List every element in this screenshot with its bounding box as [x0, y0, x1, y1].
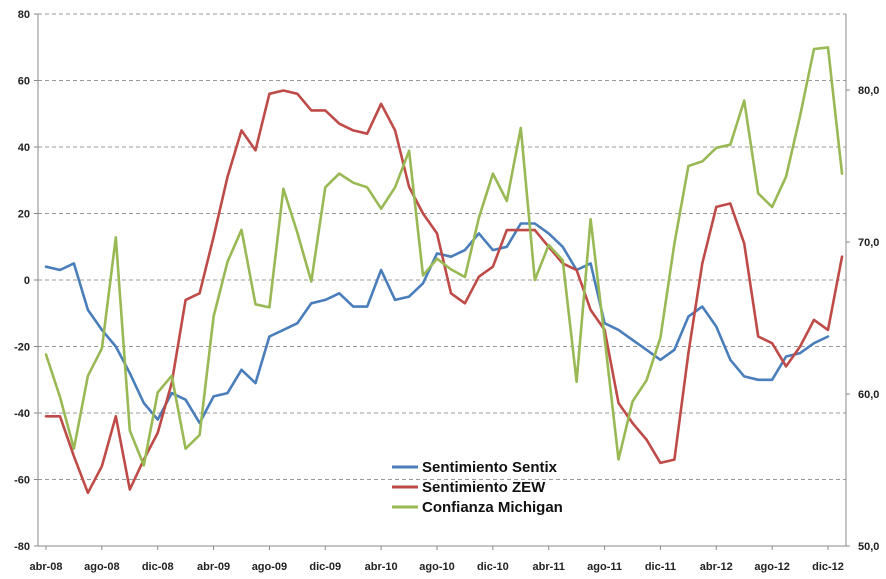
- legend-label: Confianza Michigan: [422, 499, 563, 516]
- legend: Sentimiento Sentix Sentimiento ZEW Confian…: [392, 459, 563, 516]
- x-tick-label: ago-09: [252, 561, 287, 573]
- series-line-3: [44, 46, 844, 467]
- left-tick-label: 0: [24, 275, 30, 287]
- series-line-2: [44, 89, 844, 495]
- left-tick-label: -80: [14, 541, 30, 553]
- left-tick-label: 40: [18, 142, 30, 154]
- x-tick-label: ago-12: [754, 561, 789, 573]
- x-tick-label: dic-08: [142, 561, 174, 573]
- right-tick-label: 50,0: [858, 541, 879, 553]
- legend-label: Sentimiento Sentix: [422, 459, 558, 476]
- left-tick-label: -60: [14, 475, 30, 487]
- x-tick-label: dic-11: [645, 561, 676, 573]
- series-line-1: [44, 222, 830, 425]
- left-tick-label: -20: [14, 342, 30, 354]
- x-tick-label: ago-08: [84, 561, 119, 573]
- gridlines: [38, 13, 846, 480]
- x-tick-label: abr-09: [197, 561, 230, 573]
- x-tick-label: dic-12: [812, 561, 844, 573]
- x-axis-ticks: abr-08 ago-08 dic-08 abr-09 ago-09 dic-09 abr-…: [29, 546, 844, 573]
- x-tick-label: abr-11: [533, 561, 565, 573]
- x-tick-label: abr-12: [700, 561, 733, 573]
- right-tick-label: 60,0: [858, 389, 879, 401]
- x-tick-label: abr-08: [29, 561, 62, 573]
- x-tick-label: dic-09: [309, 561, 341, 573]
- left-tick-label: 20: [18, 209, 30, 221]
- legend-label: Sentimiento ZEW: [422, 479, 546, 496]
- x-tick-label: ago-10: [419, 561, 454, 573]
- right-axis-ticks: 50,0 60,0 70,0 80,0: [846, 85, 879, 553]
- right-tick-label: 80,0: [858, 85, 879, 97]
- left-tick-label: 60: [18, 76, 30, 88]
- left-tick-label: 80: [18, 9, 30, 21]
- right-tick-label: 70,0: [858, 237, 879, 249]
- x-tick-label: abr-10: [365, 561, 398, 573]
- x-tick-label: dic-10: [477, 561, 509, 573]
- series-lines: [44, 46, 844, 495]
- x-tick-label: ago-11: [587, 561, 622, 573]
- left-tick-label: -40: [14, 408, 30, 420]
- left-axis-ticks: -80 -60 -40 -20 0 20 40 60 80: [14, 9, 38, 553]
